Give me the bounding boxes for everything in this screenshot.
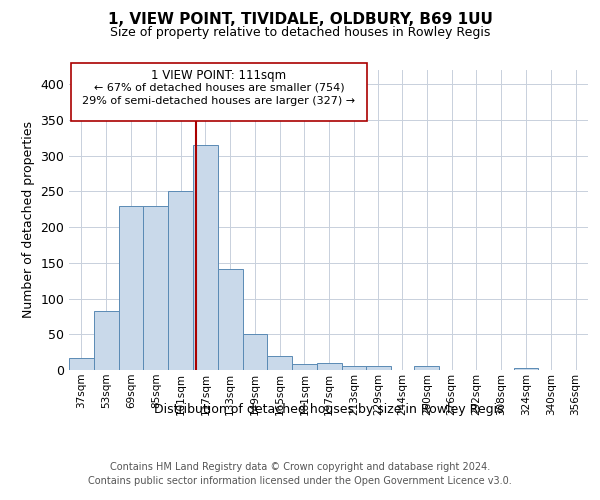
Bar: [69, 358, 94, 370]
Text: 1 VIEW POINT: 111sqm: 1 VIEW POINT: 111sqm: [151, 68, 287, 82]
Text: Size of property relative to detached houses in Rowley Regis: Size of property relative to detached ho…: [110, 26, 490, 39]
Bar: [143, 206, 168, 370]
Bar: [415, 366, 439, 370]
Bar: [218, 268, 242, 370]
Text: ← 67% of detached houses are smaller (754): ← 67% of detached houses are smaller (75…: [94, 83, 344, 93]
Bar: [292, 364, 317, 370]
Text: 29% of semi-detached houses are larger (327) →: 29% of semi-detached houses are larger (…: [82, 96, 356, 106]
Text: Contains HM Land Registry data © Crown copyright and database right 2024.: Contains HM Land Registry data © Crown c…: [110, 462, 490, 472]
Bar: [514, 368, 538, 370]
Bar: [119, 206, 143, 370]
Bar: [367, 366, 391, 370]
Y-axis label: Number of detached properties: Number of detached properties: [22, 122, 35, 318]
FancyBboxPatch shape: [71, 63, 367, 122]
Bar: [268, 356, 292, 370]
Bar: [94, 310, 119, 370]
Text: Distribution of detached houses by size in Rowley Regis: Distribution of detached houses by size …: [154, 402, 503, 415]
Bar: [317, 363, 341, 370]
Bar: [193, 145, 218, 370]
Bar: [168, 192, 193, 370]
Text: 1, VIEW POINT, TIVIDALE, OLDBURY, B69 1UU: 1, VIEW POINT, TIVIDALE, OLDBURY, B69 1U…: [107, 12, 493, 28]
Bar: [341, 366, 367, 370]
Bar: [242, 334, 268, 370]
Text: Contains public sector information licensed under the Open Government Licence v3: Contains public sector information licen…: [88, 476, 512, 486]
